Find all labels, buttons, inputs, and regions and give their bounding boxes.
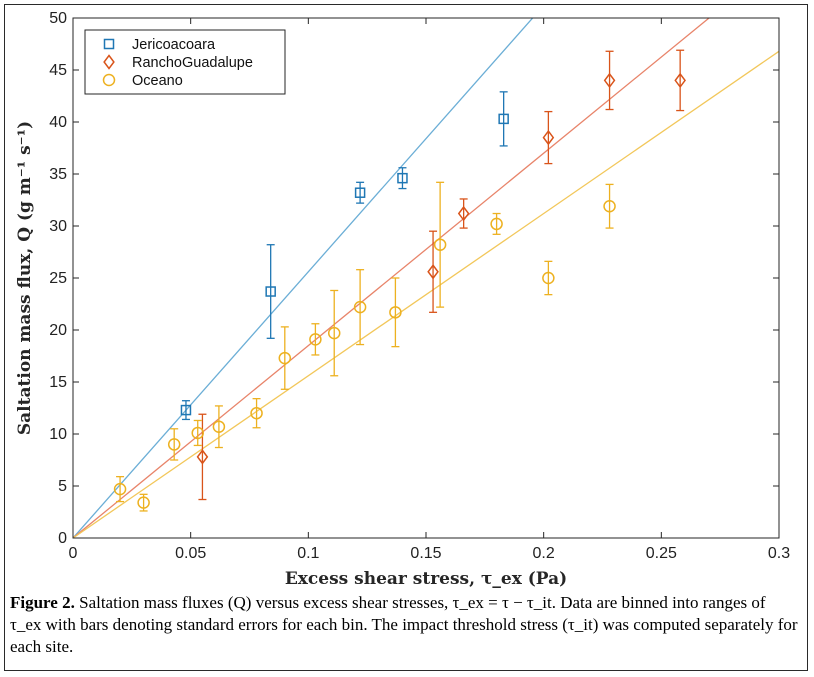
x-tick-label: 0 bbox=[69, 545, 78, 562]
series-jericoacoara bbox=[180, 91, 509, 421]
data-point bbox=[490, 217, 503, 231]
y-tick-label: 40 bbox=[49, 114, 67, 131]
figure-caption: Figure 2. Saltation mass fluxes (Q) vers… bbox=[10, 592, 800, 658]
data-point bbox=[180, 404, 192, 416]
y-tick-label: 15 bbox=[49, 374, 67, 391]
data-point bbox=[191, 426, 204, 440]
data-point bbox=[250, 406, 263, 420]
y-tick-label: 5 bbox=[58, 478, 67, 495]
data-point bbox=[137, 496, 150, 509]
caption-label: Figure 2. bbox=[10, 593, 75, 612]
y-tick-label: 30 bbox=[49, 218, 67, 235]
fit-line-oceano bbox=[73, 50, 779, 538]
y-tick-label: 20 bbox=[49, 322, 67, 339]
legend-marker-jericoacoara bbox=[103, 38, 115, 50]
data-point bbox=[167, 438, 181, 451]
legend-box bbox=[84, 29, 286, 95]
data-point bbox=[309, 333, 322, 346]
y-tick-label: 35 bbox=[49, 166, 67, 183]
data-point bbox=[212, 420, 226, 433]
series-ranchoguadalupe bbox=[196, 49, 686, 501]
data-point bbox=[113, 482, 127, 496]
data-point bbox=[542, 271, 555, 285]
data-point bbox=[498, 113, 509, 125]
data-point bbox=[354, 187, 366, 198]
x-axis-label: Excess shear stress, τ_ex (Pa) bbox=[285, 569, 567, 589]
y-tick-label: 0 bbox=[58, 530, 67, 547]
data-point bbox=[327, 326, 341, 340]
data-point bbox=[427, 264, 439, 280]
y-tick-label: 25 bbox=[49, 270, 67, 287]
data-point bbox=[603, 199, 616, 213]
plot-area-border bbox=[72, 17, 780, 539]
x-tick-label: 0.3 bbox=[768, 545, 790, 562]
data-series bbox=[113, 49, 686, 512]
data-point bbox=[433, 238, 447, 251]
x-tick-label: 0.1 bbox=[297, 545, 319, 562]
data-point bbox=[397, 172, 408, 184]
legend: Jericoacoara RanchoGuadalupe Oceano bbox=[84, 29, 286, 95]
series-oceano bbox=[113, 181, 616, 512]
x-tick-label: 0.05 bbox=[175, 545, 206, 562]
data-point bbox=[457, 205, 470, 222]
fit-line-ranchoguadalupe bbox=[73, 18, 711, 538]
y-tick-label: 10 bbox=[49, 426, 67, 443]
x-tick-label: 0.25 bbox=[646, 545, 677, 562]
legend-marker-ranchoguadalupe bbox=[103, 54, 115, 70]
legend-label: Oceano bbox=[132, 73, 183, 89]
axis-ticks: 0 0.05 0.1 0.15 0.2 0.25 0.3 0 5 10 15 20 25 30 35 40 45… bbox=[49, 10, 790, 562]
data-point bbox=[353, 300, 367, 314]
data-point bbox=[389, 306, 402, 319]
y-axis-label: Saltation mass flux, Q (g m⁻¹ s⁻¹) bbox=[15, 121, 35, 435]
data-point bbox=[196, 449, 209, 465]
data-point bbox=[265, 286, 276, 297]
scatter-chart: 0 0.05 0.1 0.15 0.2 0.25 0.3 0 5 10 15 20 25 30 35 40 45… bbox=[15, 10, 790, 589]
legend-label: Jericoacoara bbox=[132, 37, 216, 53]
figure-frame bbox=[4, 4, 808, 671]
data-point bbox=[603, 72, 616, 89]
y-tick-label: 50 bbox=[49, 10, 67, 27]
data-point bbox=[278, 351, 292, 365]
x-tick-label: 0.2 bbox=[533, 545, 555, 562]
caption-text: Saltation mass fluxes (Q) versus excess … bbox=[10, 593, 798, 656]
data-point bbox=[674, 72, 686, 89]
x-tick-label: 0.15 bbox=[410, 545, 441, 562]
legend-label: RanchoGuadalupe bbox=[132, 55, 253, 71]
data-point bbox=[542, 129, 555, 146]
legend-marker-oceano bbox=[102, 73, 116, 87]
y-tick-label: 45 bbox=[49, 62, 67, 79]
